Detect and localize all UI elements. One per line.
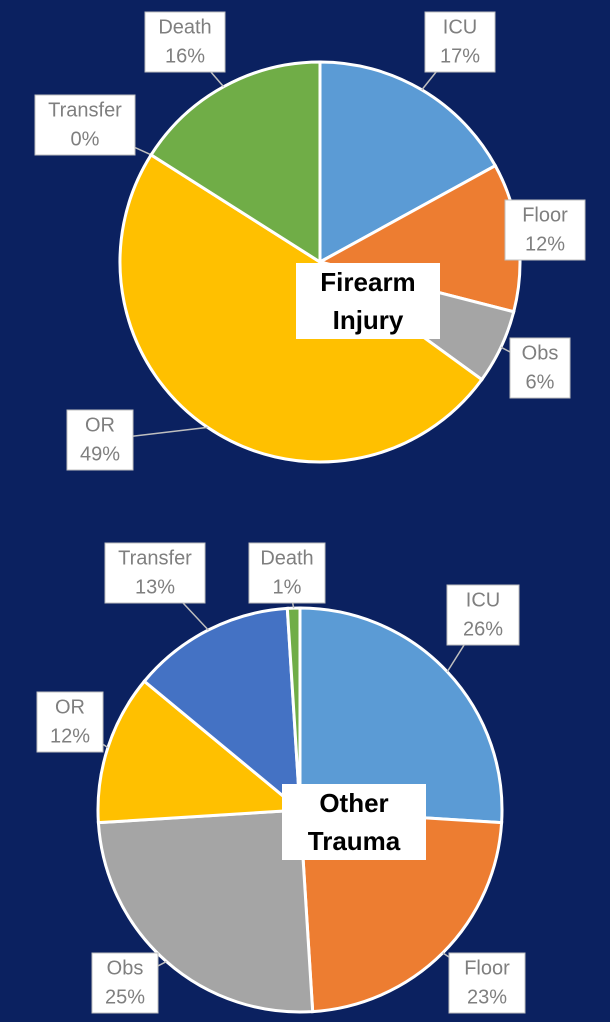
- category-label: OR: [85, 414, 115, 436]
- label-box: [424, 11, 496, 73]
- category-label: Obs: [107, 957, 144, 979]
- label-box: [446, 584, 520, 646]
- pie-slice: [318, 60, 498, 265]
- category-label: Floor: [464, 957, 510, 979]
- category-label: ICU: [466, 589, 500, 611]
- value-label: 23%: [467, 986, 507, 1008]
- category-label: Transfer: [118, 547, 192, 569]
- value-label: 0%: [71, 128, 100, 150]
- pie-slice: [96, 808, 315, 1014]
- value-label: 6%: [526, 371, 555, 393]
- value-label: 16%: [165, 45, 205, 67]
- label-box: [91, 952, 159, 1014]
- label-box: [509, 337, 571, 399]
- label-box: [36, 691, 104, 753]
- value-label: 17%: [440, 45, 480, 67]
- value-label: 25%: [105, 986, 145, 1008]
- value-label: 26%: [463, 618, 503, 640]
- category-label: ICU: [443, 16, 477, 38]
- category-label: Transfer: [48, 99, 122, 121]
- value-label: 1%: [273, 576, 302, 598]
- category-label: Obs: [522, 342, 559, 364]
- category-label: Floor: [522, 204, 568, 226]
- label-box: [104, 542, 206, 604]
- value-label: 12%: [50, 725, 90, 747]
- pie-slice: [96, 679, 304, 825]
- label-box: [248, 542, 326, 604]
- category-label: Death: [158, 16, 211, 38]
- pie-slice: [298, 606, 504, 825]
- pie-slice: [298, 808, 504, 1014]
- value-label: 49%: [80, 443, 120, 465]
- chart-title: Other Trauma: [282, 784, 426, 860]
- label-box: [144, 11, 226, 73]
- label-box: [34, 94, 136, 156]
- category-label: OR: [55, 696, 85, 718]
- category-label: Death: [260, 547, 313, 569]
- pie-slice: [285, 606, 302, 811]
- chart-title: Firearm Injury: [296, 263, 440, 339]
- label-box: [66, 409, 134, 471]
- label-box: [448, 952, 526, 1014]
- label-box: [504, 199, 586, 261]
- value-label: 12%: [525, 233, 565, 255]
- value-label: 13%: [135, 576, 175, 598]
